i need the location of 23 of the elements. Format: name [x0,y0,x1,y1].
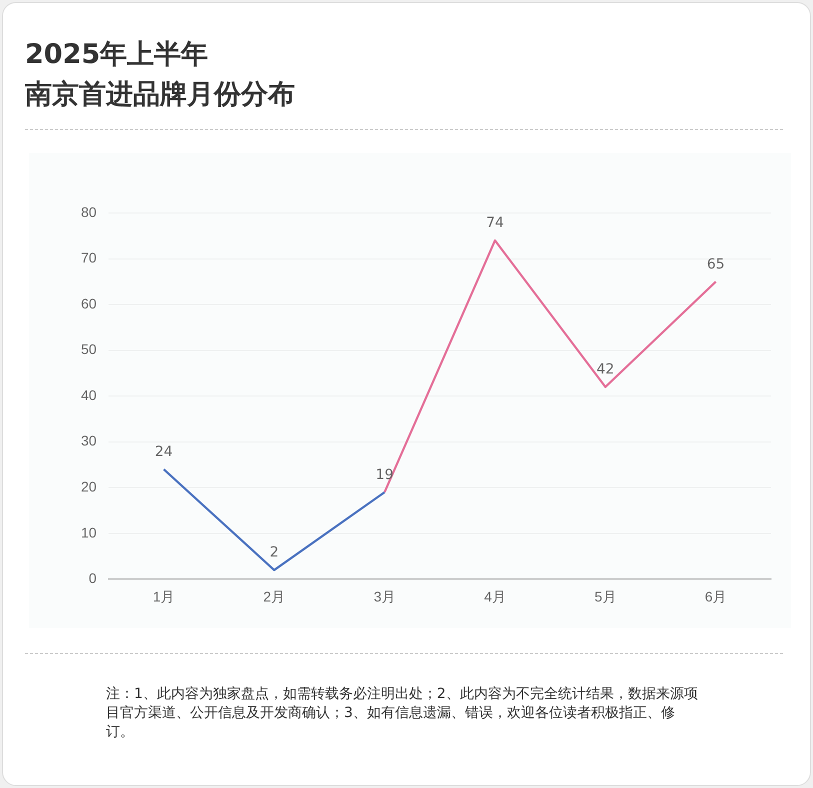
data-label: 42 [596,362,614,378]
x-tick-label: 5月 [594,588,616,604]
y-tick-label: 80 [80,204,97,220]
data-label: 24 [154,444,173,460]
text: 注：1、此内容为独家盘点，如需转载务必注明出处；2、此内容为不完全统计结果，数据来源项目官方渠道、公开信息及开发商确认；3、如有信息遗漏、错误，欢迎各位读者积极指正、修订。 [106,685,698,742]
y-tick-label: 30 [80,432,97,449]
data-label: 65 [706,256,725,272]
x-tick-label: 3月 [374,588,396,604]
y-tick-label: 60 [80,295,97,312]
x-tick-label: 1月 [152,588,175,604]
chart-subtitle: 南京首进品牌月份分布 [25,79,295,110]
chart-title: 2025年上半年 [25,39,208,70]
data-label: 74 [486,215,504,232]
x-tick-label: 2月 [263,588,286,604]
y-tick-label: 0 [88,570,97,586]
y-tick-label: 20 [80,478,97,495]
y-tick-label: 10 [80,524,97,540]
y-tick-label: 40 [80,386,97,403]
y-tick-label: 50 [80,341,97,358]
x-tick-label: 4月 [484,588,506,604]
data-label: 2 [270,544,279,561]
y-tick-label: 70 [80,250,97,266]
x-tick-label: 6月 [704,588,727,604]
